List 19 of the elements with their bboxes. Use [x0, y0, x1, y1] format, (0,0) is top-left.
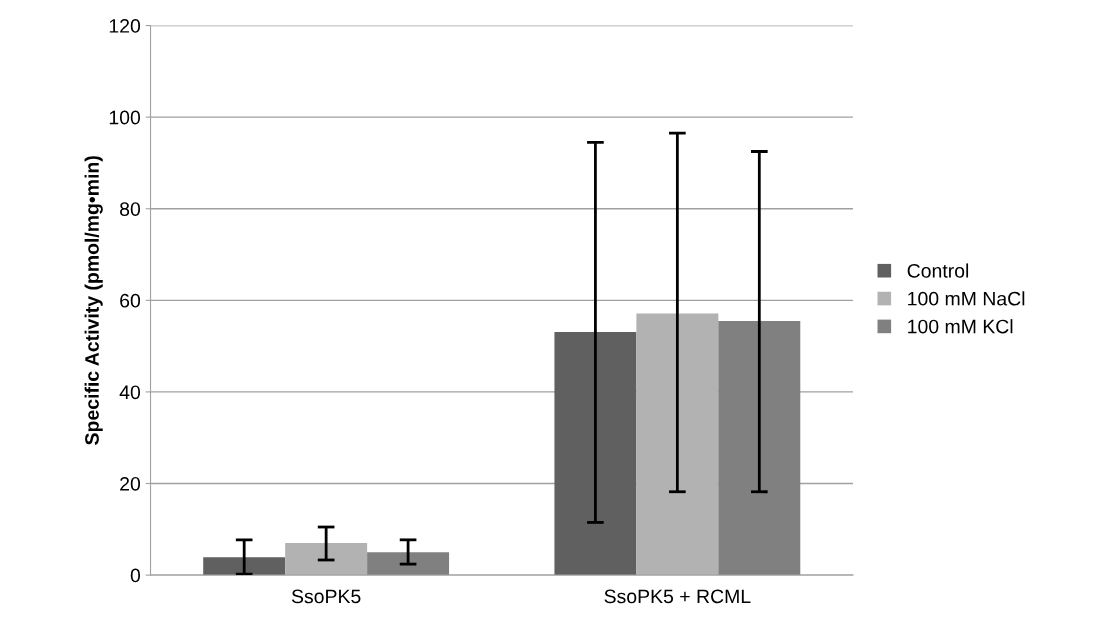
y-tick-label: 80 [120, 202, 141, 216]
x-tick-label: SsoPK5 + RCML [604, 589, 751, 604]
y-tick-label: 0 [130, 568, 141, 583]
y-tick-label: 120 [109, 19, 141, 33]
bar [367, 552, 450, 576]
bar [285, 543, 368, 576]
y-axis-title: Specific Activity (pmol/mg•min) [84, 156, 103, 445]
legend-label: 100 mM NaCl [908, 291, 1025, 306]
bar [636, 313, 719, 576]
bar [718, 320, 801, 576]
legend-label: Control [907, 263, 969, 278]
legend-label: 100 mM KCl [908, 319, 1013, 334]
y-tick-label: 60 [120, 293, 141, 308]
y-tick-label: 40 [119, 385, 141, 400]
x-tick-label: SsoPK5 [291, 589, 361, 604]
y-tick-label: 100 [109, 110, 141, 125]
bar [554, 331, 637, 576]
y-tick-label: 20 [120, 476, 141, 491]
bar [203, 557, 286, 576]
